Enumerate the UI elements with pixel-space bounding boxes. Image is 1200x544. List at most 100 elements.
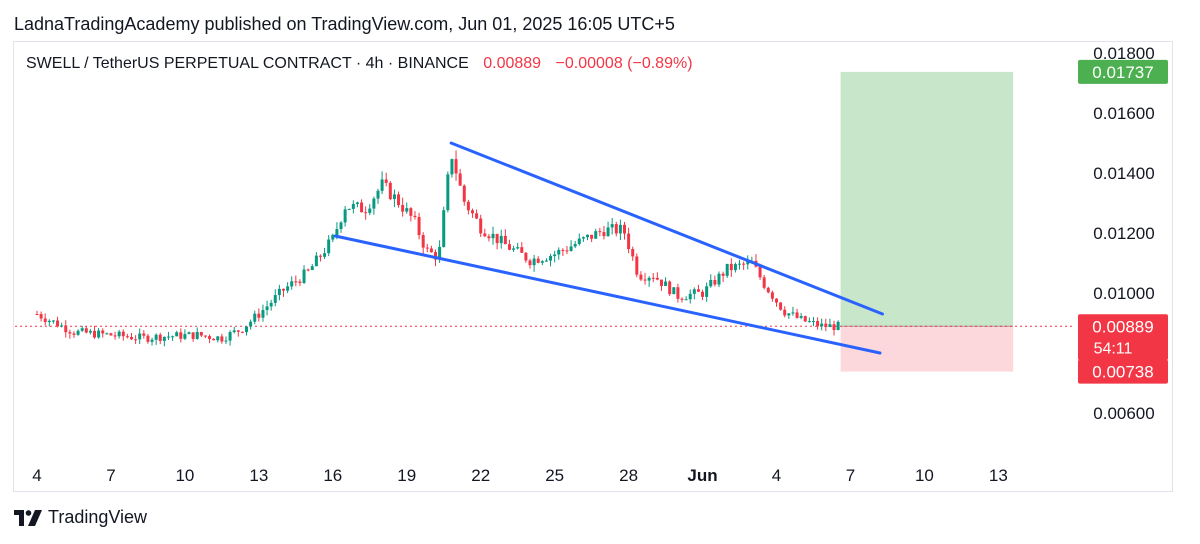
candle-body	[458, 173, 462, 186]
trendline-upper	[449, 141, 884, 316]
candle-body	[146, 335, 150, 342]
candle-body	[524, 252, 528, 261]
candle-body	[76, 330, 80, 335]
candle-body	[528, 260, 532, 266]
candle-body	[347, 208, 351, 210]
candle-body	[195, 332, 199, 339]
candle-body	[696, 289, 700, 292]
x-tick-label: 28	[619, 466, 638, 485]
candle-body	[429, 248, 433, 253]
candle-body	[388, 182, 392, 200]
candle-body	[220, 336, 224, 342]
chart-panel	[13, 41, 1173, 492]
candle-body	[51, 320, 55, 322]
candle-body	[253, 313, 257, 322]
candle-body	[758, 266, 762, 278]
candle-body	[610, 224, 614, 228]
candle-body	[154, 334, 158, 340]
candle-body	[273, 295, 277, 303]
candle-body	[199, 332, 203, 336]
candle-body	[746, 261, 750, 265]
candle-body	[179, 332, 183, 339]
trendline-lower	[333, 234, 882, 355]
stop-label: 0.00738	[1092, 363, 1153, 382]
last-price-label: 0.00889	[1092, 317, 1153, 336]
candle-body	[257, 313, 261, 318]
candle-body	[557, 249, 561, 255]
x-tick-label: 4	[772, 466, 781, 485]
candle-body	[783, 309, 787, 316]
candle-body	[121, 331, 125, 337]
candle-body	[72, 333, 76, 335]
symbol-title[interactable]: SWELL / TetherUS PERPETUAL CONTRACT · 4h…	[26, 55, 469, 72]
candle-body	[470, 210, 474, 214]
candle-body	[483, 233, 487, 237]
candle-body	[43, 318, 47, 323]
candle-body	[343, 209, 347, 223]
candle-body	[676, 287, 680, 299]
candle-body	[240, 331, 244, 333]
candle-body	[828, 324, 832, 328]
candle-body	[47, 320, 51, 323]
candle-body	[569, 246, 573, 251]
y-tick-label: 0.01800	[1093, 44, 1154, 63]
candle-body	[39, 314, 43, 319]
candle-body	[446, 174, 450, 211]
candle-body	[265, 306, 269, 311]
candle-body	[314, 255, 318, 267]
candle-body	[113, 335, 117, 337]
candle-body	[212, 338, 216, 341]
candle-body	[512, 248, 516, 250]
stop-badge	[1078, 359, 1168, 384]
candle-body	[409, 208, 413, 216]
candle-body	[573, 244, 577, 247]
candle-body	[261, 310, 265, 318]
published-note: LadnaTradingAcademy published on Trading…	[14, 14, 675, 34]
candle-body	[631, 249, 635, 257]
tradingview-brand: TradingView	[48, 507, 148, 527]
candle-body	[606, 227, 610, 237]
symbol-header: SWELL / TetherUS PERPETUAL CONTRACT · 4h…	[26, 55, 693, 73]
countdown-label: 54:11	[1094, 340, 1133, 357]
candle-body	[417, 217, 421, 236]
candle-body	[442, 210, 446, 247]
candle-body	[466, 201, 470, 211]
candle-body	[351, 203, 355, 209]
candle-body	[60, 325, 64, 327]
candle-body	[335, 229, 339, 235]
candle-body	[203, 335, 207, 337]
candle-body	[803, 316, 807, 322]
candle-body	[282, 288, 285, 291]
candle-body	[594, 231, 598, 239]
y-tick-label: 0.01600	[1093, 104, 1154, 123]
candle-body	[729, 263, 733, 271]
tradingview-footer[interactable]: TradingView	[14, 507, 147, 528]
price-change: −0.00008 (−0.89%)	[555, 55, 693, 72]
candle-body	[586, 234, 590, 238]
candle-body	[635, 256, 639, 275]
y-tick-label: 0.01200	[1093, 224, 1154, 243]
candle-body	[742, 263, 746, 265]
candle-body	[651, 277, 655, 279]
candle-body	[561, 249, 565, 251]
x-tick-label: 22	[471, 466, 490, 485]
candle-body	[232, 330, 236, 333]
candle-body	[655, 277, 659, 280]
candle-body	[88, 330, 92, 333]
candle-body	[434, 252, 438, 260]
candle-body	[820, 323, 824, 327]
candle-body	[816, 321, 820, 327]
candle-body	[672, 287, 676, 295]
candle-body	[101, 330, 105, 334]
candle-body	[811, 321, 815, 323]
candle-body	[129, 336, 133, 340]
candle-body	[688, 293, 692, 300]
candle-body	[647, 277, 651, 281]
candle-body	[392, 194, 396, 200]
candle-body	[614, 224, 618, 234]
candle-body	[590, 234, 594, 239]
candle-body	[355, 202, 359, 204]
x-tick-label: 10	[175, 466, 194, 485]
candle-body	[733, 264, 737, 271]
